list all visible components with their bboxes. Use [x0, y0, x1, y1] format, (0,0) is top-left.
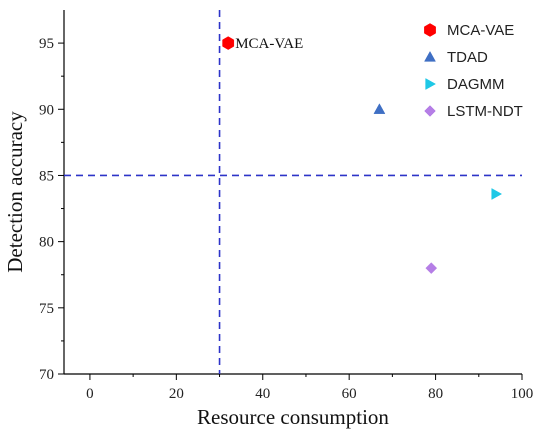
- legend-label-dagmm: DAGMM: [447, 76, 505, 93]
- y-tick-label: 70: [39, 367, 54, 383]
- legend-label-lstm-ndt: LSTM-NDT: [447, 103, 523, 120]
- y-tick-label: 95: [39, 36, 54, 52]
- data-points: [222, 36, 503, 274]
- y-tick-label: 85: [39, 168, 54, 184]
- point-lstm-ndt: [425, 262, 438, 274]
- x-tick-label: 60: [342, 386, 357, 402]
- x-tick-label: 0: [86, 386, 94, 402]
- point-annotation: MCA-VAE: [235, 36, 303, 52]
- x-tick-label: 100: [511, 386, 534, 402]
- x-tick-label: 40: [255, 386, 270, 402]
- legend-label-tdad: TDAD: [447, 49, 488, 66]
- x-axis: 0 20 40 60 80 100: [86, 374, 533, 402]
- y-axis-title: Detection accuracy: [3, 111, 27, 273]
- x-axis-title: Resource consumption: [197, 405, 389, 429]
- reference-lines: [64, 10, 522, 374]
- legend-marker-tdad: [424, 50, 436, 62]
- plot-area: [63, 10, 522, 375]
- point-tdad: [373, 103, 386, 114]
- y-axis: 70 75 80 85 90 95: [39, 36, 64, 383]
- y-tick-label: 80: [39, 235, 54, 251]
- legend-marker-mca-vae: [424, 23, 436, 37]
- y-tick-label: 75: [39, 301, 54, 317]
- legend-marker-dagmm: [425, 78, 437, 90]
- x-tick-label: 20: [169, 386, 184, 402]
- point-annotations: MCA-VAE: [235, 36, 303, 52]
- point-dagmm: [491, 188, 503, 200]
- legend: MCA-VAE TDAD DAGMM LSTM-NDT: [424, 22, 523, 120]
- legend-marker-lstm-ndt: [424, 105, 436, 117]
- y-tick-label: 90: [39, 102, 54, 118]
- point-mca-vae: [222, 36, 235, 50]
- legend-label-mca-vae: MCA-VAE: [447, 22, 514, 39]
- x-tick-label: 80: [428, 386, 443, 402]
